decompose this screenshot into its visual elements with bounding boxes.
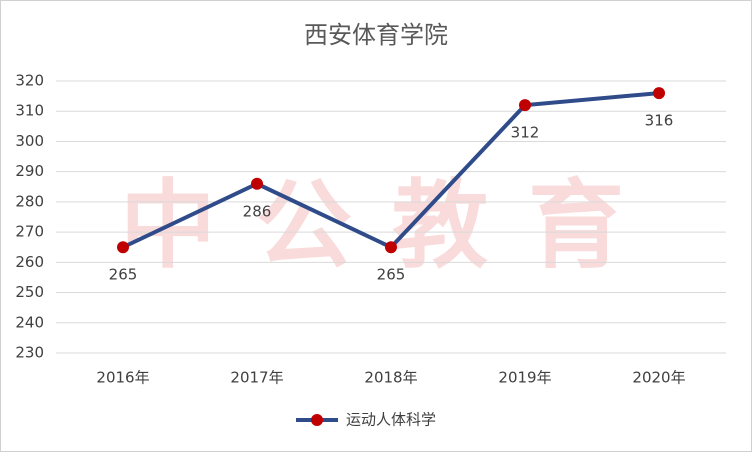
y-tick-label: 310 xyxy=(15,102,44,120)
chart-title: 西安体育学院 xyxy=(304,21,448,49)
y-tick-label: 240 xyxy=(15,313,44,331)
y-tick-label: 260 xyxy=(15,253,44,271)
data-point xyxy=(519,99,531,112)
y-tick-label: 280 xyxy=(15,192,44,210)
data-label: 312 xyxy=(511,124,540,142)
legend-marker xyxy=(311,414,323,426)
y-tick-label: 300 xyxy=(15,132,44,150)
x-tick-label: 2017年 xyxy=(230,369,283,387)
y-tick-label: 230 xyxy=(15,344,44,362)
y-tick-label: 270 xyxy=(15,223,44,241)
legend-label: 运动人体科学 xyxy=(346,411,436,429)
y-tick-label: 290 xyxy=(15,162,44,180)
watermark: 中公教育 xyxy=(120,169,664,281)
y-tick-label: 250 xyxy=(15,283,44,301)
data-label: 286 xyxy=(243,202,272,220)
data-label: 265 xyxy=(377,266,406,284)
y-tick-label: 320 xyxy=(15,72,44,90)
x-tick-label: 2020年 xyxy=(632,369,685,387)
data-point xyxy=(251,177,263,190)
data-point xyxy=(117,241,129,254)
data-label: 316 xyxy=(645,112,674,130)
data-point xyxy=(653,87,665,100)
x-tick-label: 2018年 xyxy=(364,369,417,387)
data-label: 265 xyxy=(109,266,138,284)
data-point xyxy=(385,241,397,254)
x-tick-label: 2016年 xyxy=(96,369,149,387)
x-tick-label: 2019年 xyxy=(498,369,551,387)
